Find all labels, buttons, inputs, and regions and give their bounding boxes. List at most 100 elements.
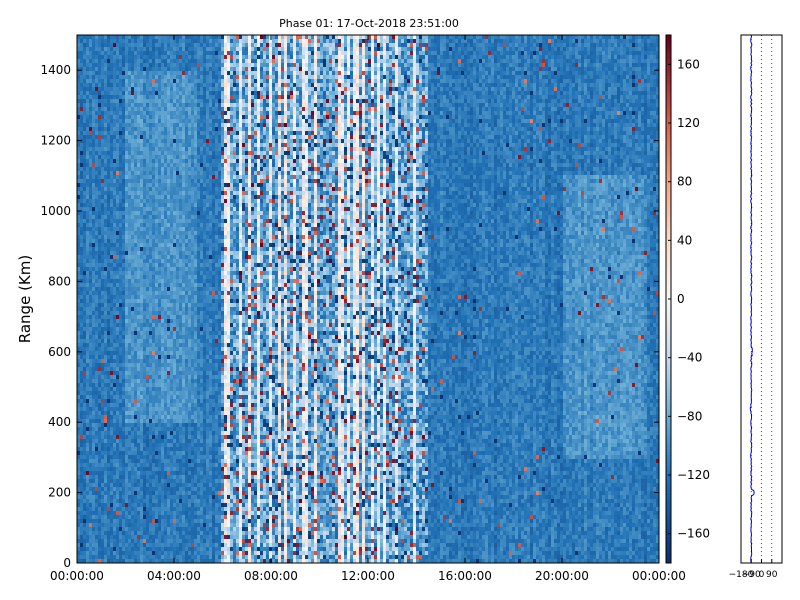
heatmap-cell <box>167 71 171 76</box>
heatmap-cell <box>149 407 153 412</box>
heatmap-cell <box>98 243 102 248</box>
heatmap-cell <box>164 199 168 204</box>
heatmap-cell <box>167 311 171 316</box>
heatmap-cell <box>101 83 105 88</box>
heatmap-cell <box>170 331 174 336</box>
heatmap-cell <box>113 495 117 500</box>
heatmap-cell <box>89 87 93 92</box>
heatmap-cell <box>161 387 165 392</box>
heatmap-cell <box>182 395 186 400</box>
heatmap-cell <box>125 95 129 100</box>
heatmap-cell <box>179 439 183 444</box>
heatmap-cell <box>164 487 168 492</box>
heatmap-cell <box>176 363 180 368</box>
heatmap-cell <box>152 267 156 272</box>
heatmap-cell <box>92 411 96 416</box>
heatmap-cell <box>101 135 105 140</box>
heatmap-cell <box>128 91 132 96</box>
heatmap-cell <box>122 387 126 392</box>
heatmap-cell <box>116 55 120 60</box>
heatmap-cell <box>149 199 153 204</box>
heatmap-cell <box>95 191 99 196</box>
heatmap-cell <box>134 307 138 312</box>
heatmap-cell <box>173 167 177 172</box>
heatmap-cell <box>107 267 111 272</box>
heatmap-cell <box>119 395 123 400</box>
heatmap-cell <box>89 439 93 444</box>
heatmap-cell <box>170 83 174 88</box>
heatmap-cell <box>152 151 156 156</box>
heatmap-cell <box>170 235 174 240</box>
heatmap-cell <box>110 511 114 516</box>
heatmap-cell <box>89 227 93 232</box>
heatmap-cell <box>179 327 183 332</box>
heatmap-cell <box>164 455 168 460</box>
heatmap-cell <box>95 507 99 512</box>
heatmap-cell <box>113 379 117 384</box>
heatmap-cell <box>131 459 135 464</box>
heatmap-cell <box>161 375 165 380</box>
heatmap-cell <box>104 535 108 540</box>
heatmap-cell <box>164 195 168 200</box>
heatmap-cell <box>137 151 141 156</box>
heatmap-cell <box>185 39 189 44</box>
heatmap-cell <box>128 427 132 432</box>
heatmap-cell <box>185 355 189 360</box>
heatmap-cell <box>92 347 96 352</box>
heatmap-cell <box>80 307 84 312</box>
heatmap-cell <box>146 359 150 364</box>
heatmap-cell <box>182 235 186 240</box>
heatmap-cell <box>155 271 159 276</box>
heatmap-cell <box>155 467 159 472</box>
heatmap-cell <box>152 131 156 136</box>
heatmap-cell <box>155 399 159 404</box>
heatmap-cell <box>119 451 123 456</box>
heatmap-cell <box>116 131 120 136</box>
heatmap-cell <box>152 255 156 260</box>
heatmap-cell <box>152 191 156 196</box>
heatmap-cell <box>182 367 186 372</box>
heatmap-cell <box>86 211 90 216</box>
heatmap-cell <box>119 311 123 316</box>
heatmap-cell <box>134 199 138 204</box>
heatmap-cell <box>134 223 138 228</box>
heatmap-cell <box>95 251 99 256</box>
heatmap-cell <box>125 487 129 492</box>
heatmap-cell <box>140 251 144 256</box>
heatmap-cell <box>119 295 123 300</box>
heatmap-cell <box>95 499 99 504</box>
heatmap-cell <box>146 199 150 204</box>
heatmap-cell <box>170 503 174 508</box>
heatmap-cell <box>188 475 192 480</box>
heatmap-cell <box>86 263 90 268</box>
heatmap-cell <box>116 35 120 40</box>
heatmap-cell <box>128 279 132 284</box>
heatmap-cell <box>173 327 177 332</box>
heatmap-cell <box>92 271 96 276</box>
heatmap-cell <box>137 435 141 440</box>
heatmap-cell <box>113 475 117 480</box>
heatmap-cell <box>158 155 162 160</box>
heatmap-cell <box>134 175 138 180</box>
heatmap-cell <box>95 347 99 352</box>
heatmap-cell <box>143 199 147 204</box>
heatmap-cell <box>86 275 90 280</box>
heatmap-cell <box>86 335 90 340</box>
heatmap-cell <box>167 295 171 300</box>
heatmap-cell <box>140 243 144 248</box>
heatmap-cell <box>170 323 174 328</box>
heatmap-cell <box>125 375 129 380</box>
heatmap-cell <box>113 255 117 260</box>
heatmap-cell <box>125 299 129 304</box>
heatmap-cell <box>164 71 168 76</box>
heatmap-cell <box>182 119 186 124</box>
heatmap-cell <box>185 123 189 128</box>
heatmap-cell <box>167 231 171 236</box>
heatmap-cell <box>116 411 120 416</box>
heatmap-cell <box>131 219 135 224</box>
heatmap-cell <box>89 515 93 520</box>
heatmap-cell <box>158 211 162 216</box>
heatmap-cell <box>116 447 120 452</box>
heatmap-cell <box>143 163 147 168</box>
heatmap-cell <box>131 71 135 76</box>
